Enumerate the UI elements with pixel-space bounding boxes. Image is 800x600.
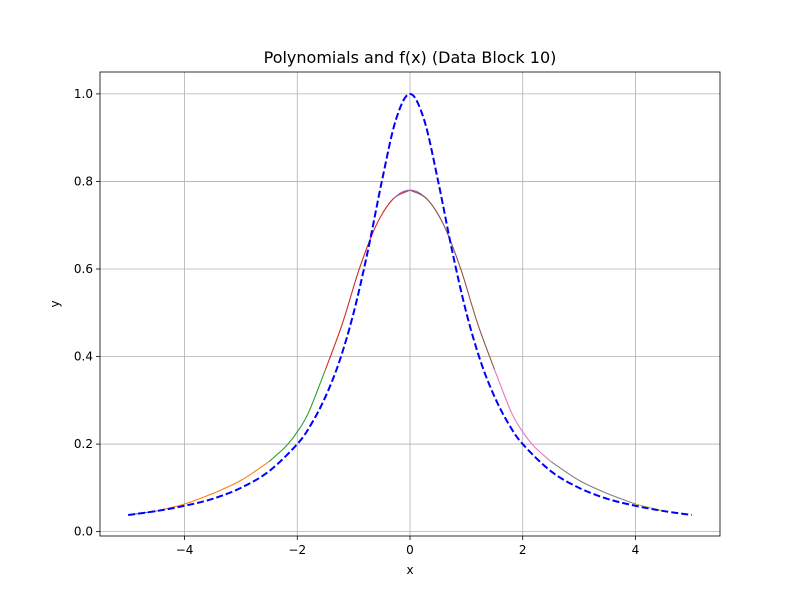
fx-reference-line — [128, 92, 692, 516]
x-tick-label: 4 — [632, 543, 640, 557]
y-tick-label: 0.0 — [74, 525, 93, 539]
y-tick-label: 0.2 — [74, 437, 93, 451]
y-tick-label: 0.6 — [74, 262, 93, 276]
x-tick-label: 0 — [406, 543, 414, 557]
y-tick-label: 0.4 — [74, 350, 93, 364]
polynomial-segment-6 — [409, 189, 496, 370]
polynomial-segment-8 — [550, 461, 636, 505]
y-axis-label: y — [48, 300, 62, 307]
series-layer — [128, 92, 692, 516]
x-tick-label: −2 — [288, 543, 306, 557]
y-tick-label: 1.0 — [74, 87, 93, 101]
y-tick-label: 0.8 — [74, 174, 93, 188]
polynomial-segment-2 — [156, 461, 270, 512]
x-axis-label: x — [406, 563, 413, 577]
x-tick-label: 2 — [519, 543, 527, 557]
x-axis: −4 −2 0 2 4 — [176, 536, 640, 557]
polynomial-segment-3 — [268, 369, 326, 462]
polynomial-segment-9 — [635, 503, 664, 512]
polynomial-segment-7 — [494, 369, 552, 462]
x-tick-label: −4 — [176, 543, 194, 557]
y-axis: 0.0 0.2 0.4 0.6 0.8 1.0 — [74, 87, 100, 539]
chart-title: Polynomials and f(x) (Data Block 10) — [264, 48, 557, 67]
